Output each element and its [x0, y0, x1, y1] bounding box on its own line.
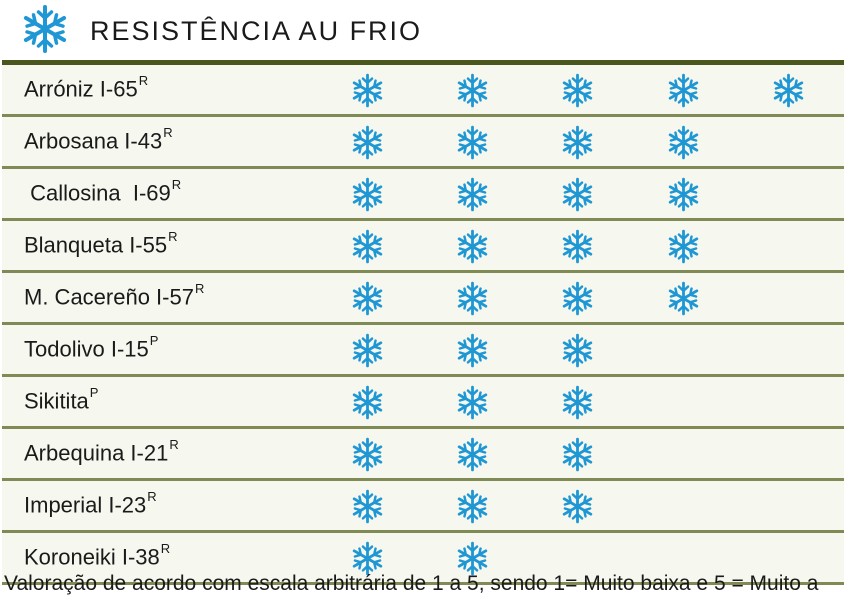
variety-label: Arróniz I-65	[24, 76, 138, 102]
variety-label: Arbequina I-21	[24, 440, 169, 466]
snowflake-icon	[352, 73, 383, 108]
variety-name: Imperial I-23R	[24, 489, 157, 518]
snowflake-icon	[457, 333, 488, 368]
snowflake-icon	[352, 177, 383, 212]
variety-superscript: R	[138, 73, 149, 88]
variety-label: Sikitita	[24, 388, 89, 414]
rating-cells	[2, 429, 844, 478]
snowflake-icon	[352, 489, 383, 524]
snowflake-icon	[562, 229, 593, 264]
variety-name: SikititaP	[24, 385, 99, 414]
variety-superscript: R	[147, 489, 157, 504]
variety-superscript: R	[169, 437, 179, 452]
snowflake-icon	[668, 177, 699, 212]
table-row: M. Cacereño I-57R	[2, 273, 844, 325]
cold-resistance-table: Arróniz I-65R Arbosana I-43R Callosina I-…	[2, 65, 844, 585]
variety-superscript: P	[149, 333, 159, 348]
snowflake-icon	[562, 73, 593, 108]
snowflake-icon	[352, 125, 383, 160]
variety-name: Callosina I-69R	[24, 177, 182, 206]
snowflake-icon	[562, 385, 593, 420]
table-row: SikititaP	[2, 377, 844, 429]
snowflake-icon	[352, 437, 383, 472]
snowflake-icon	[457, 385, 488, 420]
variety-label: M. Cacereño I-57	[24, 284, 194, 310]
variety-superscript: R	[194, 281, 205, 296]
table-row: Arróniz I-65R	[2, 65, 844, 117]
variety-label: Arbosana I-43	[24, 128, 163, 154]
table-row: Koroneiki I-38R	[2, 533, 844, 585]
rating-cells	[2, 117, 844, 166]
snowflake-icon	[668, 229, 699, 264]
snowflake-icon	[668, 73, 699, 108]
table-row: Todolivo I-15P	[2, 325, 844, 377]
variety-superscript: R	[163, 125, 173, 140]
snowflake-icon	[668, 125, 699, 160]
header: RESISTÊNCIA AU FRIO	[0, 0, 850, 60]
snowflake-icon	[352, 541, 383, 576]
snowflake-icon	[457, 125, 488, 160]
snowflake-icon	[562, 437, 593, 472]
snowflake-icon	[352, 385, 383, 420]
variety-name: Koroneiki I-38R	[24, 541, 171, 570]
snowflake-icon	[23, 5, 67, 53]
table-row: Imperial I-23R	[2, 481, 844, 533]
variety-name: Arbequina I-21R	[24, 437, 179, 466]
variety-label: Todolivo I-15	[24, 336, 149, 362]
rating-cells	[2, 377, 844, 426]
rating-cells	[2, 221, 844, 270]
rating-cells	[2, 65, 844, 114]
snowflake-icon	[562, 177, 593, 212]
variety-label: Callosina I-69	[24, 180, 171, 206]
snowflake-icon	[457, 229, 488, 264]
rating-cells	[2, 481, 844, 530]
snowflake-icon	[668, 281, 699, 316]
table-row: Blanqueta I-55R	[2, 221, 844, 273]
snowflake-icon	[773, 73, 804, 108]
snowflake-icon	[457, 437, 488, 472]
footnote: Valoração de acordo com escala arbitrári…	[4, 572, 819, 595]
variety-superscript: P	[89, 385, 99, 400]
table-row: Arbequina I-21R	[2, 429, 844, 481]
table-row: Callosina I-69R	[2, 169, 844, 221]
snowflake-icon	[562, 489, 593, 524]
snowflake-icon	[457, 541, 488, 576]
variety-superscript: R	[171, 177, 182, 192]
variety-superscript: R	[160, 541, 171, 556]
rating-cells	[2, 533, 844, 582]
snowflake-icon	[457, 73, 488, 108]
table-row: Arbosana I-43R	[2, 117, 844, 169]
variety-name: Arróniz I-65R	[24, 73, 149, 102]
rating-cells	[2, 325, 844, 374]
rating-cells	[2, 169, 844, 218]
snowflake-icon	[352, 229, 383, 264]
variety-name: M. Cacereño I-57R	[24, 281, 205, 310]
variety-label: Blanqueta I-55	[24, 232, 168, 258]
snowflake-icon	[457, 281, 488, 316]
snowflake-icon	[562, 281, 593, 316]
snowflake-icon	[352, 333, 383, 368]
variety-label: Imperial I-23	[24, 492, 147, 518]
variety-label: Koroneiki I-38	[24, 544, 160, 570]
variety-superscript: R	[168, 229, 178, 244]
rating-cells	[2, 273, 844, 322]
page-title: RESISTÊNCIA AU FRIO	[90, 16, 423, 46]
variety-name: Arbosana I-43R	[24, 125, 173, 154]
snowflake-icon	[457, 177, 488, 212]
snowflake-icon	[562, 125, 593, 160]
variety-name: Todolivo I-15P	[24, 333, 159, 362]
snowflake-icon	[352, 281, 383, 316]
snowflake-icon	[562, 333, 593, 368]
header-divider	[2, 60, 844, 65]
snowflake-icon	[457, 489, 488, 524]
variety-name: Blanqueta I-55R	[24, 229, 178, 258]
